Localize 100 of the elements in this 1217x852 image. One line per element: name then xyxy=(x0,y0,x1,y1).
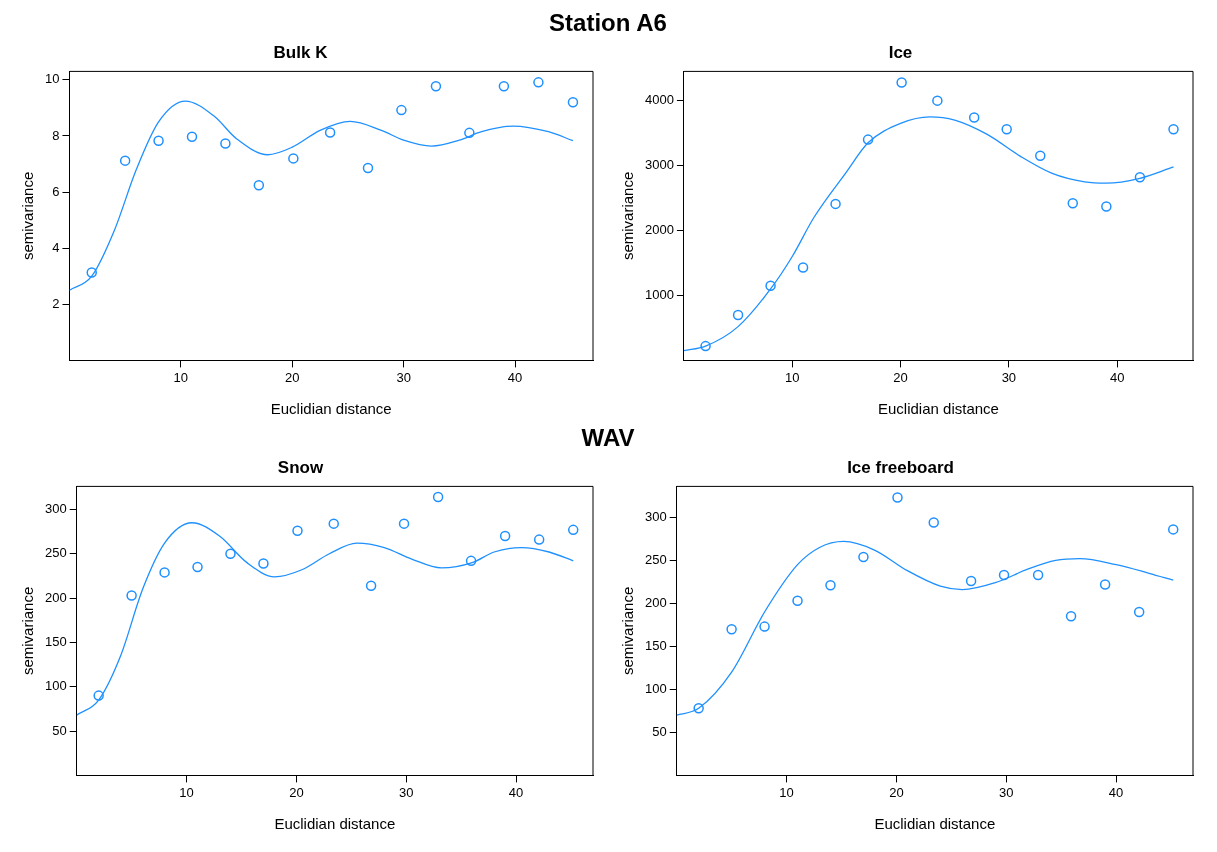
point xyxy=(998,569,1010,581)
point xyxy=(328,518,339,529)
y-tick-label: 150 xyxy=(44,634,67,649)
point xyxy=(533,534,545,545)
point xyxy=(1067,197,1079,209)
y-tick-label: 300 xyxy=(644,508,667,524)
point xyxy=(1168,123,1179,135)
point xyxy=(533,77,544,88)
y-axis-title: semivariance xyxy=(19,586,37,676)
point xyxy=(119,155,131,166)
y-tick-label: 6 xyxy=(52,183,60,199)
x-tick-label: 40 xyxy=(1108,784,1124,800)
point xyxy=(928,517,939,528)
point xyxy=(965,575,977,587)
point xyxy=(1101,201,1112,212)
y-tick-label: 2000 xyxy=(645,222,674,238)
y-tick-label: 300 xyxy=(44,501,67,517)
point xyxy=(792,595,803,607)
point xyxy=(465,555,477,567)
y-tick-label: 10 xyxy=(44,71,60,87)
point xyxy=(1001,123,1012,135)
text: Station A6 xyxy=(549,9,667,36)
y-tick-label: 4000 xyxy=(645,92,674,108)
point xyxy=(1134,172,1146,183)
point xyxy=(126,590,137,601)
x-tick-label: 10 xyxy=(779,784,794,800)
point xyxy=(1065,611,1077,622)
point xyxy=(365,580,377,591)
x-tick-label: 10 xyxy=(179,784,194,800)
y-tick-label: 3000 xyxy=(645,157,674,173)
line-series xyxy=(683,116,1175,352)
point xyxy=(153,135,164,146)
y-tick-label: 100 xyxy=(644,680,667,696)
y-tick-label: 1000 xyxy=(645,287,674,303)
y-axis-title: semivariance xyxy=(619,586,637,676)
point xyxy=(726,623,737,635)
point xyxy=(498,81,510,92)
point xyxy=(797,262,809,273)
point xyxy=(396,104,407,116)
point xyxy=(220,138,231,149)
line-series xyxy=(69,100,574,291)
point xyxy=(288,153,299,164)
point xyxy=(192,561,203,573)
x-tick-label: 30 xyxy=(396,369,411,385)
x-tick-label: 40 xyxy=(507,369,523,385)
chart-title: Ice xyxy=(888,42,913,62)
y-tick-label: 200 xyxy=(644,594,667,610)
point xyxy=(86,267,97,278)
point xyxy=(858,551,869,563)
x-tick-label: 40 xyxy=(1109,369,1125,385)
x-axis-title: Euclidian distance xyxy=(270,400,392,418)
point xyxy=(932,95,943,106)
y-tick-label: 50 xyxy=(52,722,67,738)
point xyxy=(432,491,444,503)
point xyxy=(693,703,704,714)
point xyxy=(398,518,410,529)
x-axis-title: Euclidian distance xyxy=(274,815,396,833)
x-tick-label: 30 xyxy=(399,784,414,800)
point xyxy=(896,77,907,88)
point xyxy=(759,621,770,632)
point xyxy=(825,580,836,591)
point xyxy=(765,280,776,291)
x-tick-label: 10 xyxy=(785,369,800,385)
x-axis-title: Euclidian distance xyxy=(878,400,999,418)
x-tick-label: 20 xyxy=(289,784,304,800)
point xyxy=(968,112,980,123)
x-tick-label: 20 xyxy=(893,369,908,385)
y-tick-label: 250 xyxy=(44,545,67,561)
text: WAV xyxy=(581,424,635,451)
point xyxy=(464,127,475,139)
point xyxy=(93,690,104,701)
chart-title: Snow xyxy=(277,457,324,477)
point xyxy=(700,340,711,352)
x-tick-label: 10 xyxy=(173,369,189,385)
chart-title: Bulk K xyxy=(273,42,329,62)
x-tick-label: 40 xyxy=(508,784,524,800)
point xyxy=(567,97,579,108)
point xyxy=(253,180,265,191)
y-tick-label: 150 xyxy=(644,637,667,653)
point xyxy=(225,548,236,560)
x-tick-label: 30 xyxy=(1001,369,1017,385)
y-tick-label: 2 xyxy=(52,295,60,311)
x-tick-label: 20 xyxy=(889,784,904,800)
y-tick-label: 200 xyxy=(44,589,67,605)
point xyxy=(159,567,170,578)
y-axis-title: semivariance xyxy=(619,171,637,261)
point xyxy=(1035,150,1046,162)
x-tick-label: 30 xyxy=(999,784,1014,800)
point xyxy=(258,558,269,569)
point xyxy=(499,530,511,542)
y-tick-label: 8 xyxy=(52,127,60,143)
line-series xyxy=(76,522,574,716)
y-axis-title: semivariance xyxy=(19,171,37,261)
point xyxy=(892,492,903,503)
x-axis-title: Euclidian distance xyxy=(874,815,996,833)
chart-title: Ice freeboard xyxy=(847,457,954,477)
point xyxy=(732,309,744,321)
point xyxy=(1167,524,1179,535)
y-tick-label: 4 xyxy=(52,239,60,255)
point xyxy=(430,81,442,92)
